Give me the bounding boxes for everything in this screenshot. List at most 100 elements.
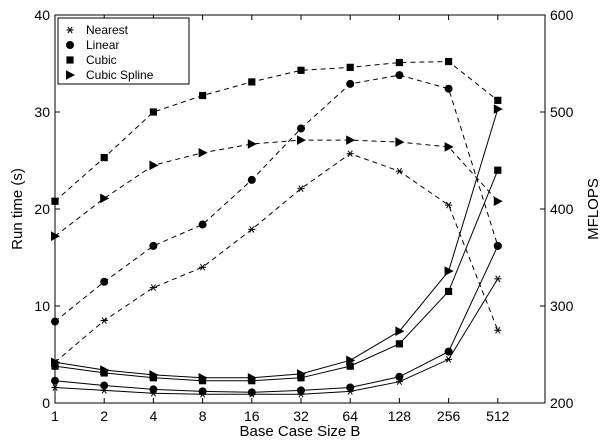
data-point-cubic-runtime: [297, 374, 305, 382]
data-point-nearest-mflops: [199, 263, 207, 271]
y-left-tick-label: 20: [34, 201, 50, 217]
y-axis-left: 0 10 20 30 40: [34, 7, 60, 411]
data-point-linear-mflops: [444, 84, 453, 93]
data-point-nearest-mflops: [346, 150, 354, 158]
legend-marker: [66, 41, 74, 49]
data-point-cubic-mflops: [199, 91, 207, 100]
data-point-linear-mflops: [247, 175, 256, 184]
y-axis-left-title: Run time (s): [9, 168, 26, 250]
data-point-nearest-mflops: [445, 201, 453, 209]
y-left-tick-label: 30: [34, 104, 50, 120]
data-point-cubic-runtime: [346, 362, 354, 370]
data-point-cubic-spline-mflops: [395, 137, 405, 147]
x-tick-label: 64: [342, 408, 358, 424]
data-point-cubic-spline-mflops: [346, 135, 356, 145]
x-tick-label: 128: [388, 408, 412, 424]
data-point-nearest-mflops: [494, 326, 502, 334]
data-point-cubic-mflops: [445, 57, 453, 66]
series-layer: [51, 57, 503, 398]
legend-label: Cubic Spline: [86, 68, 154, 82]
y-right-tick-label: 600: [550, 7, 574, 23]
data-point-cubic-runtime: [100, 369, 108, 377]
data-point-linear-runtime: [395, 372, 404, 381]
y-axis-right: 200 300 400 500 600: [540, 7, 574, 411]
data-point-cubic-mflops: [51, 197, 59, 205]
legend-item-linear: Linear: [66, 38, 119, 52]
data-point-cubic-mflops: [248, 78, 256, 86]
data-point-cubic-runtime: [494, 166, 502, 174]
data-point-linear-mflops: [297, 124, 305, 133]
legend-marker: [66, 56, 74, 64]
data-point-nearest-mflops: [248, 226, 256, 233]
data-point-linear-mflops: [346, 79, 355, 88]
data-point-nearest-mflops: [149, 284, 157, 291]
legend-box: [57, 17, 190, 85]
data-point-cubic-spline-runtime: [198, 372, 208, 383]
data-point-nearest-runtime: [494, 275, 502, 283]
data-point-cubic-mflops: [346, 63, 354, 71]
x-tick-label: 2: [100, 408, 108, 424]
y-left-tick-label: 0: [42, 395, 50, 411]
data-point-linear-runtime: [346, 383, 355, 392]
y-right-tick-label: 200: [550, 395, 574, 411]
data-point-cubic-runtime: [445, 287, 453, 296]
data-point-nearest-runtime: [445, 356, 453, 363]
y-right-tick-label: 400: [550, 201, 574, 217]
y-axis-right-title: MFLOPS: [585, 178, 602, 240]
series-line-nearest-runtime: [54, 278, 499, 395]
data-point-cubic-spline-runtime: [346, 355, 356, 366]
data-point-cubic-mflops: [149, 108, 157, 116]
x-tick-label: 32: [293, 408, 309, 424]
series-nearest-mflops: [51, 150, 502, 366]
series-line-linear-mflops: [54, 74, 499, 322]
data-point-linear-mflops: [149, 241, 158, 250]
y-right-tick-label: 300: [550, 298, 574, 314]
data-point-cubic-runtime: [51, 362, 59, 370]
x-tick-label: 512: [486, 408, 510, 424]
x-axis: 1 2 4 8 16 32 64 128 256 512: [51, 15, 510, 424]
y-left-tick-label: 40: [34, 7, 50, 23]
data-point-cubic-spline-runtime: [149, 370, 159, 380]
data-point-cubic-mflops: [494, 96, 502, 104]
y-left-tick-label: 10: [34, 298, 50, 314]
data-point-linear-mflops: [198, 220, 207, 229]
data-point-cubic-spline-runtime: [297, 369, 306, 379]
data-point-nearest-mflops: [100, 317, 108, 324]
y-right-tick-label: 500: [550, 104, 574, 120]
data-point-linear-runtime: [100, 381, 109, 390]
data-point-linear-mflops: [100, 277, 109, 286]
data-point-linear-runtime: [247, 388, 256, 397]
legend-marker: [66, 26, 74, 34]
series-line-cubic-spline-mflops: [54, 139, 499, 237]
legend-label: Linear: [86, 38, 119, 52]
series-line-cubic-mflops: [54, 61, 499, 202]
data-point-cubic-spline-mflops: [100, 193, 110, 204]
series-cubic-runtime: [51, 166, 502, 385]
series-line-linear-runtime: [54, 245, 499, 393]
data-point-cubic-spline-mflops: [297, 135, 306, 145]
x-tick-label: 256: [437, 408, 461, 424]
data-point-nearest-mflops: [297, 185, 305, 192]
data-point-cubic-spline-mflops: [51, 231, 60, 241]
data-point-linear-mflops: [51, 317, 59, 326]
legend-item-cubic: Cubic: [66, 53, 117, 67]
data-point-cubic-runtime: [248, 377, 256, 385]
data-point-nearest-runtime: [51, 384, 59, 391]
data-point-cubic-spline-runtime: [395, 326, 405, 337]
series-cubic-mflops: [51, 57, 502, 205]
data-point-linear-runtime: [297, 386, 305, 395]
data-point-cubic-spline-runtime: [247, 372, 257, 383]
series-line-cubic-runtime: [54, 170, 499, 382]
data-point-cubic-spline-mflops: [444, 142, 454, 152]
data-point-cubic-spline-runtime: [100, 365, 110, 375]
data-point-cubic-mflops: [297, 66, 305, 74]
series-line-nearest-mflops: [54, 153, 499, 363]
data-point-linear-mflops: [493, 241, 502, 250]
data-point-nearest-mflops: [51, 358, 59, 366]
series-line-cubic-spline-runtime: [54, 108, 499, 379]
series-cubic-spline-mflops: [51, 135, 503, 241]
x-tick-label: 8: [199, 408, 207, 424]
data-point-linear-mflops: [395, 71, 404, 80]
